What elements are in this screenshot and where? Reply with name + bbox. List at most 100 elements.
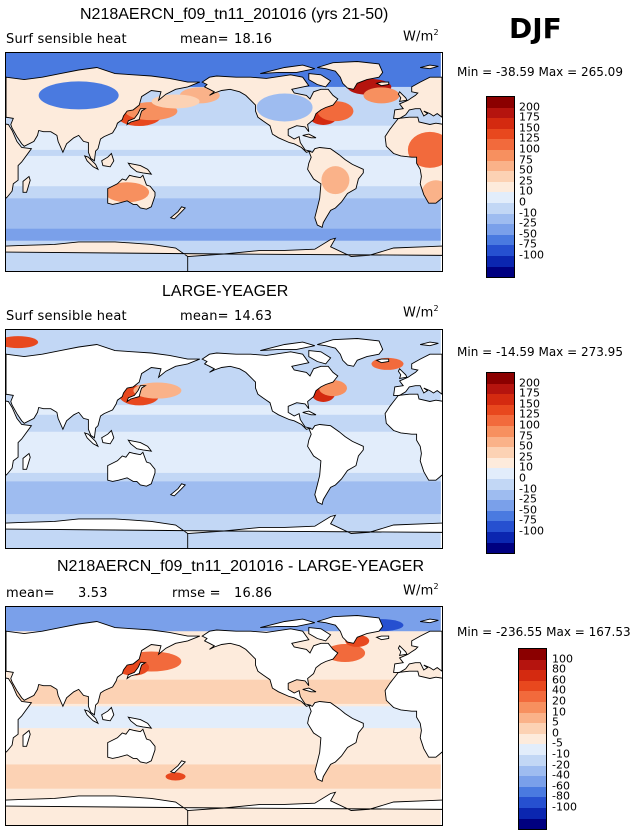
field-feature (6, 336, 39, 349)
colorbar-tick-label: 150 (519, 397, 540, 411)
colorbar-tick-label: -100 (519, 524, 544, 538)
colorbar-tick-label: -75 (519, 237, 537, 251)
colorbar-swatch (487, 128, 514, 140)
colorbar-swatch (487, 224, 514, 235)
panel-3-mean-value: 3.53 (78, 586, 108, 601)
colorbar-swatch (487, 521, 514, 532)
field-feature (165, 772, 186, 781)
colorbar-swatch (487, 202, 514, 214)
panel-1-title: N218AERCN_f09_tn11_201016 (yrs 21-50) (80, 6, 389, 23)
colorbar-swatch (487, 149, 514, 161)
colorbar-swatch (487, 394, 514, 405)
panel-2-mean-label: mean= (180, 309, 229, 324)
panel-2-title: LARGE-YEAGER (162, 283, 289, 300)
colorbar-tick-label: -100 (552, 800, 577, 814)
panel-2-min-max: Min = -14.59 Max = 273.95 (457, 345, 623, 359)
colorbar-tick-label: -10 (552, 747, 570, 761)
land-field (407, 131, 442, 168)
colorbar-tick-label: 200 (519, 376, 540, 390)
panel-1-variable: Surf sensible heat (6, 32, 127, 47)
colorbar-tick-label: -10 (519, 206, 537, 220)
field-band (6, 706, 441, 729)
colorbar-swatch (519, 776, 546, 787)
colorbar-swatch (487, 97, 514, 108)
land-field (32, 115, 77, 136)
panel-3-colorbar (518, 648, 547, 830)
colorbar-swatch (487, 245, 514, 256)
colorbar-swatch (487, 118, 514, 129)
colorbar-swatch (519, 733, 546, 745)
field-feature (133, 382, 182, 399)
colorbar-tick-label: -75 (519, 513, 537, 527)
colorbar-swatch (519, 680, 546, 692)
panel-3-min-max: Min = -236.55 Max = 167.53 (457, 625, 631, 639)
colorbar-swatch (487, 160, 514, 172)
colorbar-swatch (519, 765, 546, 777)
colorbar-swatch (487, 213, 514, 225)
colorbar-swatch (487, 139, 514, 150)
panel-2-variable: Surf sensible heat (6, 309, 127, 324)
colorbar-tick-label: -80 (552, 789, 570, 803)
colorbar-swatch (519, 649, 546, 660)
colorbar-swatch (487, 531, 514, 543)
panel-1-units: W/m2 (403, 28, 439, 45)
colorbar-tick-label: -50 (519, 227, 537, 241)
colorbar-swatch (519, 797, 546, 808)
colorbar-tick-label: 175 (519, 386, 540, 400)
colorbar-swatch (519, 723, 546, 734)
colorbar-tick-label: 50 (519, 439, 533, 453)
colorbar-tick-label: 200 (519, 100, 540, 114)
colorbar-swatch (487, 404, 514, 416)
colorbar-swatch (519, 670, 546, 681)
panel-2-units: W/m2 (403, 304, 439, 321)
colorbar-swatch (487, 181, 514, 193)
panel-1-mean-value: 18.16 (234, 32, 273, 47)
colorbar-swatch (487, 107, 514, 119)
colorbar-swatch (487, 425, 514, 437)
colorbar-tick-label: -25 (519, 492, 537, 506)
land-field (38, 81, 119, 110)
colorbar-tick-label: 25 (519, 450, 533, 464)
colorbar-swatch (487, 447, 514, 458)
panel-3-rmse-value: 16.86 (234, 586, 273, 601)
colorbar-tick-label: 100 (519, 142, 540, 156)
colorbar-swatch (487, 383, 514, 395)
panel-3-mean-label: mean= (6, 586, 55, 601)
land-field (105, 182, 150, 203)
colorbar-tick-label: 0 (519, 471, 526, 485)
colorbar-tick-label: -10 (519, 482, 537, 496)
colorbar-swatch (487, 192, 514, 203)
colorbar-tick-label: 75 (519, 429, 533, 443)
colorbar-tick-label: -100 (519, 248, 544, 262)
panel-1-map (5, 52, 443, 272)
colorbar-tick-label: 125 (519, 407, 540, 421)
colorbar-swatch (487, 234, 514, 246)
colorbar-tick-label: 100 (519, 418, 540, 432)
panel-3-title: N218AERCN_f09_tn11_201016 - LARGE-YEAGER (57, 558, 425, 575)
field-band (6, 764, 441, 789)
colorbar-swatch (487, 478, 514, 490)
colorbar-swatch (487, 415, 514, 426)
colorbar-tick-label: -40 (552, 768, 570, 782)
colorbar-swatch (487, 468, 514, 479)
colorbar-swatch (487, 171, 514, 182)
colorbar-tick-label: 175 (519, 110, 540, 124)
panel-1-mean-label: mean= (180, 32, 229, 47)
colorbar-swatch (487, 255, 514, 267)
colorbar-tick-label: -5 (552, 736, 563, 750)
land-mask (6, 338, 442, 548)
colorbar-tick-label: 100 (552, 652, 573, 666)
field-band (6, 481, 441, 515)
land-field (421, 180, 442, 205)
coastlines (6, 338, 442, 548)
colorbar-swatch (487, 500, 514, 511)
colorbar-tick-label: -25 (519, 216, 537, 230)
colorbar-swatch (487, 510, 514, 522)
colorbar-tick-label: 5 (552, 715, 559, 729)
colorbar-tick-label: -20 (552, 758, 570, 772)
colorbar-tick-label: 0 (552, 726, 559, 740)
panel-3-map (5, 606, 443, 826)
colorbar-swatch (487, 489, 514, 501)
field-band (6, 155, 441, 187)
colorbar-swatch (519, 807, 546, 819)
